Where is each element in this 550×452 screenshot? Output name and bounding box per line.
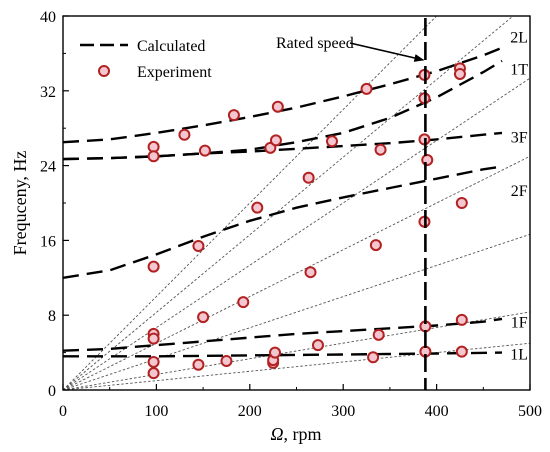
- experiment-point: [302, 171, 315, 184]
- experiment-point: [147, 260, 160, 273]
- calculated-series-group: [63, 46, 503, 358]
- experiment-point: [178, 128, 191, 141]
- experiment-point: [304, 266, 317, 279]
- experiment-point: [147, 150, 160, 163]
- x-axis-ticks: 0 100 200 300 400 500: [59, 384, 542, 420]
- experiment-point: [251, 201, 264, 214]
- experiment-point: [147, 332, 160, 345]
- calculated-line-1L: [63, 351, 503, 358]
- y-tick-label: 0: [48, 383, 56, 400]
- experiment-point: [311, 339, 324, 352]
- reference-line-5: [63, 311, 530, 390]
- experiment-point: [455, 313, 468, 326]
- calculated-line-3F: [63, 131, 503, 161]
- calculated-line-1F: [63, 317, 503, 352]
- reference-line-1: [63, 16, 514, 390]
- experiment-point: [147, 355, 160, 368]
- experiment-points-group: [147, 62, 468, 380]
- x-axis-unit: , rpm: [284, 424, 322, 444]
- x-tick-label: 500: [518, 403, 542, 420]
- series-label-1T: 1T: [510, 61, 528, 78]
- reference-line-6: [63, 342, 530, 390]
- y-tick-label: 32: [40, 84, 56, 101]
- y-tick-label: 24: [40, 159, 56, 176]
- experiment-point: [147, 367, 160, 380]
- experiment-point: [192, 240, 205, 253]
- experiment-point: [227, 109, 240, 122]
- legend-experiment-label: Experiment: [137, 64, 212, 81]
- x-tick-label: 200: [238, 403, 262, 420]
- y-tick-label: 40: [40, 9, 56, 26]
- experiment-point: [374, 143, 387, 156]
- y-tick-label: 8: [48, 308, 56, 325]
- x-tick-label: 400: [425, 403, 449, 420]
- series-label-3F: 3F: [511, 130, 528, 147]
- x-axis-symbol: Ω: [270, 424, 283, 444]
- experiment-point: [220, 355, 233, 368]
- experiment-point: [269, 346, 282, 359]
- experiment-point: [455, 345, 468, 358]
- experiment-point: [367, 351, 380, 364]
- rated-speed-arrow: [349, 42, 425, 62]
- legend-experiment-marker: [98, 65, 110, 77]
- experiment-point: [197, 311, 210, 324]
- x-tick-label: 0: [59, 403, 67, 420]
- experiment-point: [198, 144, 211, 157]
- series-label-2F: 2F: [511, 183, 528, 200]
- series-label-1F: 1F: [511, 315, 528, 332]
- experiment-point: [269, 134, 282, 147]
- x-axis-label: Ω, rpm: [270, 424, 321, 444]
- reference-line-3: [63, 155, 530, 390]
- x-tick-label: 300: [331, 403, 355, 420]
- calculated-line-2L: [63, 46, 503, 144]
- experiment-point: [271, 100, 284, 113]
- experiment-point: [421, 153, 434, 166]
- experiment-point: [360, 82, 373, 95]
- reference-line-0: [63, 16, 438, 390]
- experiment-point: [369, 239, 382, 252]
- series-labels: 2L 1T 3F 2F 1F 1L: [510, 30, 528, 364]
- x-tick-label: 100: [144, 403, 168, 420]
- rated-speed-label: Rated speed: [276, 35, 354, 52]
- y-tick-label: 16: [40, 233, 56, 250]
- experiment-point: [372, 328, 385, 341]
- y-axis-ticks: 0 8 16 24 32 40: [40, 9, 69, 400]
- legend: Calculated Experiment: [80, 38, 212, 81]
- experiment-point: [453, 67, 466, 80]
- reference-line-4: [63, 233, 530, 390]
- experiment-point: [455, 197, 468, 209]
- legend-calculated-label: Calculated: [137, 38, 205, 55]
- calculated-line-2F: [63, 165, 503, 279]
- series-label-1L: 1L: [510, 346, 528, 363]
- y-axis-label: Frequceny, Hz: [10, 151, 30, 256]
- experiment-point: [237, 296, 250, 309]
- series-label-2L: 2L: [510, 30, 528, 47]
- reference-lines: [63, 16, 530, 390]
- reference-line-2: [63, 77, 530, 390]
- experiment-point: [325, 135, 338, 148]
- experiment-point: [192, 358, 205, 371]
